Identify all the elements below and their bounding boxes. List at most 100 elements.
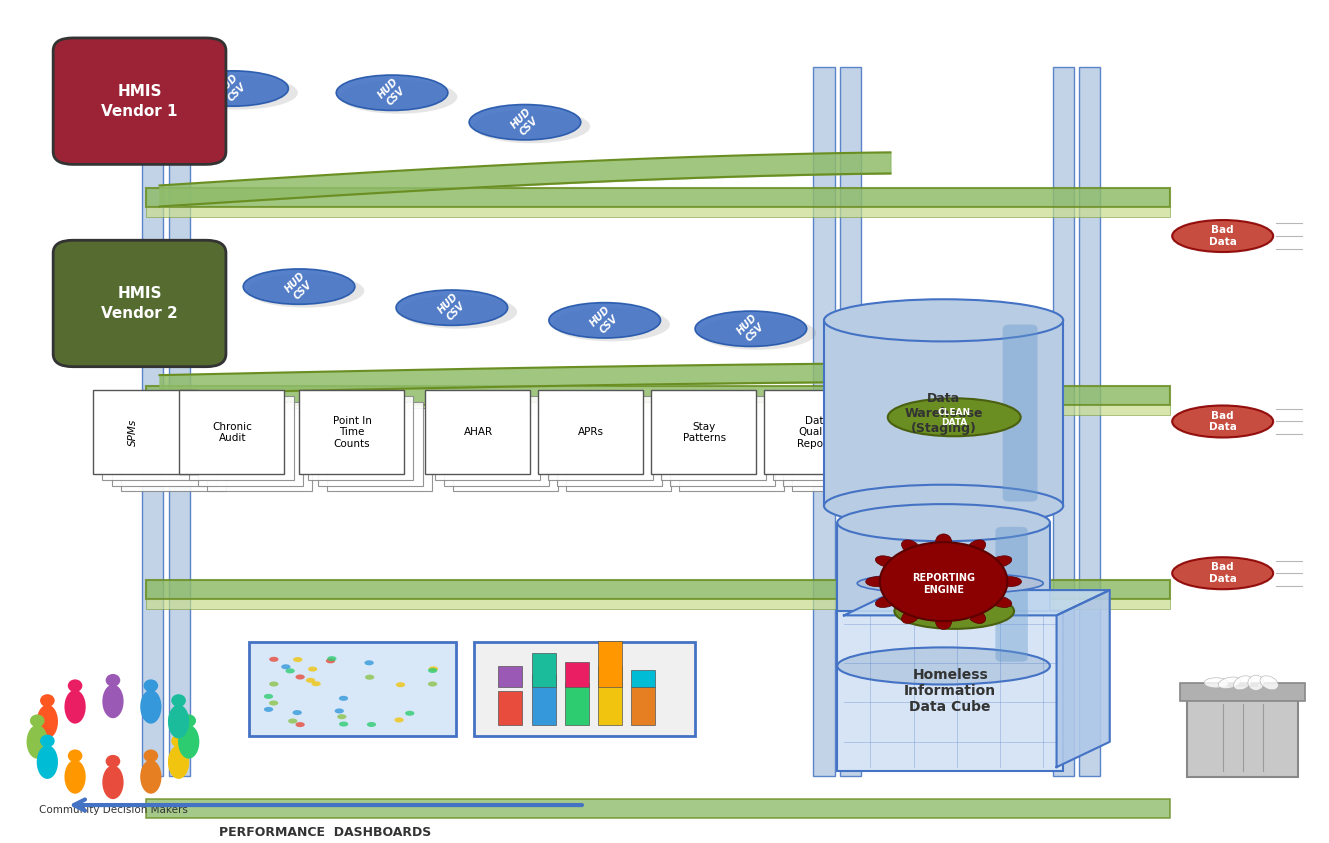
Ellipse shape (339, 722, 348, 727)
Ellipse shape (31, 714, 45, 727)
FancyBboxPatch shape (102, 396, 207, 480)
Ellipse shape (1248, 675, 1264, 690)
Text: HUD
CSV: HUD CSV (735, 313, 767, 345)
Ellipse shape (144, 679, 158, 692)
FancyBboxPatch shape (189, 396, 294, 480)
FancyBboxPatch shape (318, 402, 423, 486)
Ellipse shape (1233, 676, 1252, 690)
Ellipse shape (901, 540, 920, 554)
Ellipse shape (901, 609, 920, 624)
FancyBboxPatch shape (598, 666, 622, 725)
Text: HUD
CSV: HUD CSV (376, 77, 408, 109)
FancyBboxPatch shape (1180, 683, 1305, 701)
Ellipse shape (68, 679, 82, 692)
Text: Bad
Data: Bad Data (1209, 411, 1236, 432)
Polygon shape (1057, 590, 1110, 767)
Ellipse shape (102, 685, 124, 718)
Ellipse shape (469, 105, 581, 140)
FancyBboxPatch shape (146, 599, 1170, 609)
Ellipse shape (695, 311, 807, 346)
FancyBboxPatch shape (1002, 325, 1038, 502)
Ellipse shape (171, 694, 186, 706)
Ellipse shape (553, 308, 670, 341)
Ellipse shape (177, 71, 288, 106)
FancyBboxPatch shape (1079, 67, 1100, 776)
Ellipse shape (340, 80, 457, 114)
FancyBboxPatch shape (498, 691, 522, 725)
FancyBboxPatch shape (548, 396, 653, 480)
Ellipse shape (824, 299, 1063, 341)
Ellipse shape (364, 660, 373, 665)
Ellipse shape (429, 666, 439, 671)
Text: Stay
Patterns: Stay Patterns (683, 422, 726, 443)
FancyBboxPatch shape (670, 402, 775, 486)
Ellipse shape (1172, 405, 1273, 438)
Ellipse shape (178, 725, 199, 759)
FancyBboxPatch shape (327, 408, 432, 491)
FancyBboxPatch shape (840, 67, 861, 776)
Ellipse shape (264, 707, 274, 712)
FancyBboxPatch shape (824, 320, 1063, 506)
FancyBboxPatch shape (198, 402, 303, 486)
FancyBboxPatch shape (53, 38, 226, 164)
FancyBboxPatch shape (557, 402, 662, 486)
FancyBboxPatch shape (813, 67, 835, 776)
FancyBboxPatch shape (121, 408, 226, 491)
Ellipse shape (837, 647, 1050, 685)
Text: Data
Quality
Reports: Data Quality Reports (797, 416, 837, 449)
FancyBboxPatch shape (598, 641, 622, 687)
FancyBboxPatch shape (146, 799, 1170, 818)
FancyBboxPatch shape (142, 67, 163, 776)
Ellipse shape (167, 745, 189, 779)
FancyBboxPatch shape (837, 523, 1050, 666)
Ellipse shape (876, 596, 897, 608)
Text: Chronic
Audit: Chronic Audit (213, 422, 253, 443)
Ellipse shape (282, 664, 291, 669)
Ellipse shape (880, 542, 1007, 621)
Ellipse shape (865, 577, 889, 587)
Ellipse shape (396, 682, 405, 687)
Ellipse shape (308, 667, 318, 672)
Ellipse shape (65, 690, 86, 723)
Ellipse shape (311, 681, 320, 686)
FancyBboxPatch shape (1187, 690, 1298, 777)
Ellipse shape (968, 609, 986, 624)
Ellipse shape (181, 76, 298, 110)
Ellipse shape (473, 110, 590, 143)
Ellipse shape (428, 681, 437, 686)
FancyBboxPatch shape (995, 527, 1027, 662)
FancyBboxPatch shape (444, 402, 549, 486)
FancyBboxPatch shape (169, 67, 190, 776)
Ellipse shape (824, 485, 1063, 527)
Text: Community Decision Makers: Community Decision Makers (39, 805, 187, 815)
Text: HUD
CSV: HUD CSV (509, 106, 541, 138)
Ellipse shape (288, 718, 298, 723)
FancyBboxPatch shape (631, 687, 655, 725)
FancyBboxPatch shape (435, 396, 540, 480)
FancyBboxPatch shape (631, 670, 655, 687)
Ellipse shape (37, 705, 58, 738)
Ellipse shape (286, 668, 295, 674)
FancyBboxPatch shape (661, 396, 766, 480)
Ellipse shape (40, 694, 54, 706)
FancyBboxPatch shape (773, 396, 878, 480)
Ellipse shape (306, 678, 315, 683)
Ellipse shape (335, 708, 344, 713)
Text: Homeless
Information
Data Cube: Homeless Information Data Cube (904, 668, 997, 715)
Ellipse shape (699, 316, 816, 350)
Ellipse shape (1172, 557, 1273, 589)
Ellipse shape (181, 714, 197, 727)
Text: HUD
CSV: HUD CSV (217, 72, 249, 105)
Ellipse shape (144, 749, 158, 762)
Ellipse shape (327, 656, 336, 661)
Ellipse shape (270, 657, 279, 662)
Ellipse shape (1219, 677, 1240, 689)
FancyBboxPatch shape (764, 390, 869, 474)
Ellipse shape (294, 657, 303, 662)
Text: Point In
Time
Counts: Point In Time Counts (332, 416, 372, 449)
Text: HUD
CSV: HUD CSV (589, 304, 621, 336)
Ellipse shape (990, 596, 1011, 608)
Ellipse shape (876, 556, 897, 567)
Ellipse shape (1172, 220, 1273, 252)
Ellipse shape (968, 540, 986, 554)
